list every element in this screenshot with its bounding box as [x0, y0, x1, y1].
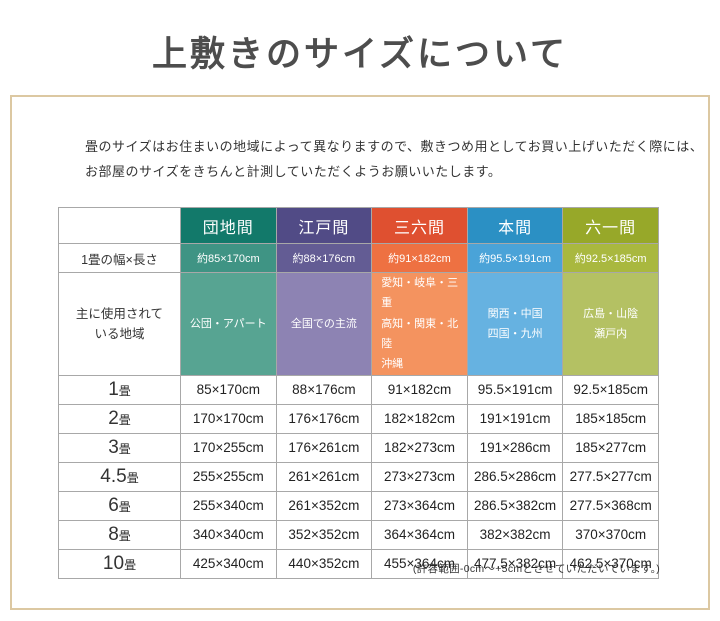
size-cell: 261×261cm: [275, 461, 373, 492]
size-cell: 92.5×185cm: [562, 374, 659, 405]
table-row-6jo: 6畳 255×340cm 261×352cm 273×364cm 286.5×3…: [58, 490, 659, 521]
table-row-8jo: 8畳 340×340cm 352×352cm 364×364cm 382×382…: [58, 519, 659, 550]
width-length-row: 1畳の幅×長さ 約85×170cm 約88×176cm 約91×182cm 約9…: [58, 243, 659, 273]
region-cell: 関西・中国 四国・九州: [466, 272, 564, 376]
size-cell: 340×340cm: [180, 519, 277, 550]
row-label-3jo: 3畳: [58, 432, 181, 463]
column-header-rokuichima: 六一間: [562, 207, 659, 244]
size-cell: 255×255cm: [180, 461, 277, 492]
row-label-2jo: 2畳: [58, 403, 181, 434]
size-cell: 191×286cm: [466, 432, 564, 463]
region-cell: 広島・山陰 瀬戸内: [562, 272, 659, 376]
size-cell: 261×352cm: [275, 490, 373, 521]
size-cell: 191×191cm: [466, 403, 564, 434]
size-cell: 286.5×286cm: [466, 461, 564, 492]
size-cell: 91×182cm: [371, 374, 468, 405]
width-cell: 約95.5×191cm: [466, 243, 564, 273]
size-cell: 170×170cm: [180, 403, 277, 434]
size-cell: 277.5×368cm: [562, 490, 659, 521]
region-cell: 全国での主流: [275, 272, 373, 376]
region-cell: 公団・アパート: [180, 272, 277, 376]
size-cell: 85×170cm: [180, 374, 277, 405]
row-label-4-5jo: 4.5畳: [58, 461, 181, 492]
tolerance-note: (許容範囲-0cm〜+5cmとさせていただいています。): [412, 563, 660, 575]
row-label-8jo: 8畳: [58, 519, 181, 550]
size-cell: 382×382cm: [466, 519, 564, 550]
size-cell: 462.5×370cm: [562, 548, 659, 579]
size-cell: 95.5×191cm: [466, 374, 564, 405]
size-cell: 170×255cm: [180, 432, 277, 463]
corner-header-yobina: 呼び名: [58, 207, 181, 244]
size-cell: 425×340cm: [180, 548, 277, 579]
row-label-width-length: 1畳の幅×長さ: [58, 243, 181, 273]
table-row-2jo: 2畳 170×170cm 176×176cm 182×182cm 191×191…: [58, 403, 659, 434]
size-cell: 273×364cm: [371, 490, 468, 521]
width-cell: 約92.5×185cm: [562, 243, 659, 273]
size-cell: 88×176cm: [275, 374, 373, 405]
table-header-row: 呼び名 団地間 江戸間 三六間 本間 六一間: [58, 207, 659, 244]
size-cell: 455×364cm: [371, 548, 468, 579]
column-header-edoma: 江戸間: [275, 207, 373, 244]
size-cell: 273×273cm: [371, 461, 468, 492]
column-header-saburoma: 三六間: [371, 207, 468, 244]
region-row: 主に使用されて いる地域 公団・アパート 全国での主流 愛知・岐阜・三重 高知・…: [58, 272, 659, 376]
content-frame: 畳のサイズはお住まいの地域によって異なりますので、敷きつめ用としてお買い上げいた…: [10, 95, 710, 610]
row-label-1jo: 1畳: [58, 374, 181, 405]
table-row-3jo: 3畳 170×255cm 176×261cm 182×273cm 191×286…: [58, 432, 659, 463]
size-cell: 176×176cm: [275, 403, 373, 434]
column-header-honma: 本間: [466, 207, 564, 244]
row-label-region: 主に使用されて いる地域: [58, 272, 181, 376]
column-header-danchima: 団地間: [180, 207, 277, 244]
page-title: 上敷きのサイズについて: [152, 35, 568, 74]
size-cell: 277.5×277cm: [562, 461, 659, 492]
size-cell: 182×182cm: [371, 403, 468, 434]
size-cell: 370×370cm: [562, 519, 659, 550]
table-row-1jo: 1畳 85×170cm 88×176cm 91×182cm 95.5×191cm…: [58, 374, 659, 405]
size-cell: 477.5×382cm: [466, 548, 564, 579]
size-cell: 364×364cm: [371, 519, 468, 550]
tatami-size-table: 呼び名 団地間 江戸間 三六間 本間 六一間 1畳の幅×長さ 約85×170cm…: [58, 207, 659, 579]
description-text: 畳のサイズはお住まいの地域によって異なりますので、敷きつめ用としてお買い上げいた…: [85, 139, 704, 179]
size-cell: 286.5×382cm: [466, 490, 564, 521]
width-cell: 約85×170cm: [180, 243, 277, 273]
table-row-10jo: 10畳 425×340cm 440×352cm 455×364cm 477.5×…: [58, 548, 659, 579]
size-cell: 185×277cm: [562, 432, 659, 463]
size-cell: 182×273cm: [371, 432, 468, 463]
table-row-4-5jo: 4.5畳 255×255cm 261×261cm 273×273cm 286.5…: [58, 461, 659, 492]
size-cell: 176×261cm: [275, 432, 373, 463]
size-cell: 185×185cm: [562, 403, 659, 434]
width-cell: 約88×176cm: [275, 243, 373, 273]
row-label-10jo: 10畳: [58, 548, 181, 579]
size-cell: 255×340cm: [180, 490, 277, 521]
row-label-6jo: 6畳: [58, 490, 181, 521]
size-cell: 440×352cm: [275, 548, 373, 579]
width-cell: 約91×182cm: [371, 243, 468, 273]
size-cell: 352×352cm: [275, 519, 373, 550]
region-cell: 愛知・岐阜・三重 高知・関東・北陸 沖縄: [371, 272, 468, 376]
